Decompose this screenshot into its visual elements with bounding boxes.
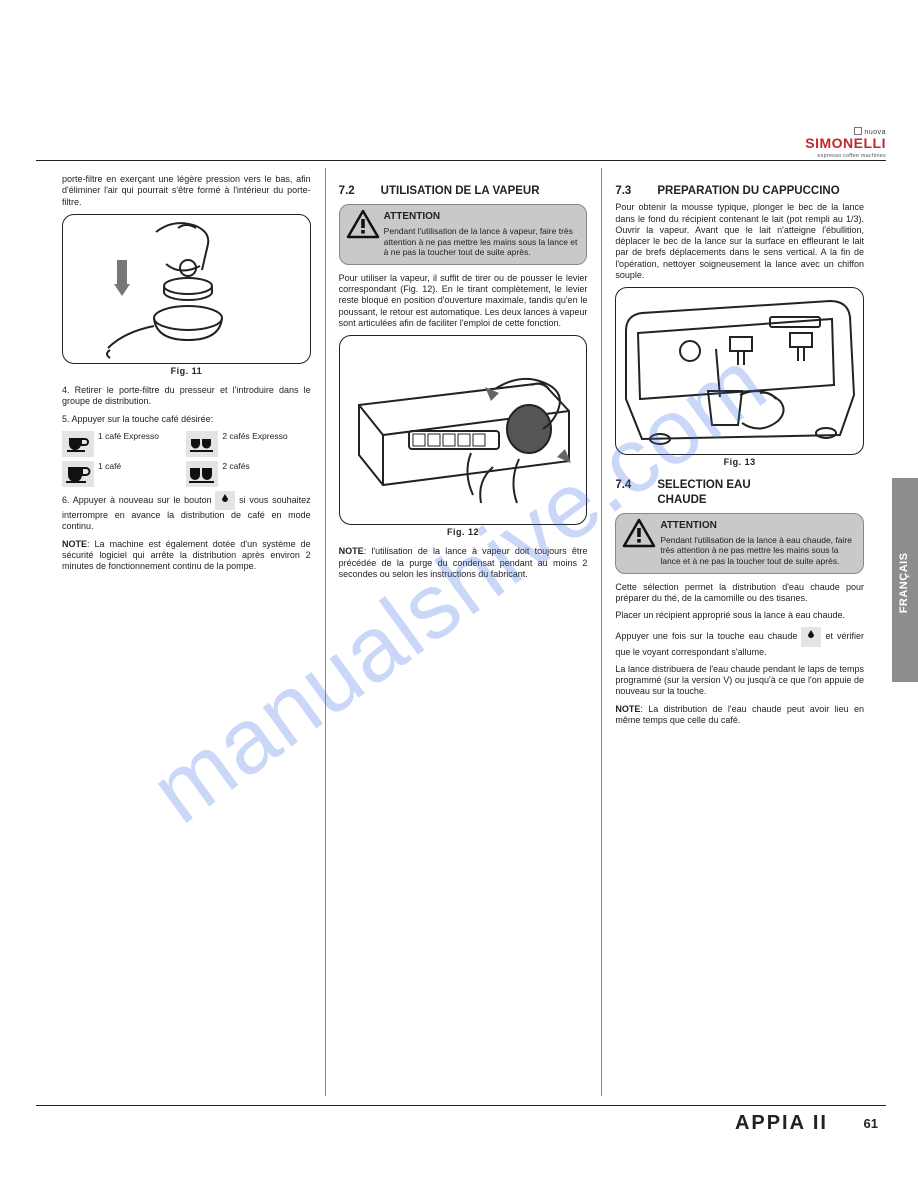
body-text: porte-filtre en exerçant une légère pres… (62, 174, 311, 208)
body-text: Placer un récipient approprié sous la la… (615, 610, 864, 621)
note: NOTE: l'utilisation de la lance à vapeur… (339, 546, 588, 580)
figure-11-image (62, 214, 311, 364)
figure-caption: Fig. 11 (62, 366, 311, 377)
section-heading: 7.4 SELECTION EAUCHAUDE (615, 478, 864, 507)
top-rule (36, 160, 886, 161)
body-text: Pour obtenir la mousse typique, plonger … (615, 202, 864, 281)
warning-text: Pendant l'utilisation de la lance à vape… (384, 226, 579, 258)
brand-logo: nuova SIMONELLI espresso coffee machines (805, 126, 886, 160)
icon-label: 1 café (98, 461, 121, 471)
warning-text: Pendant l'utilisation de la lance à eau … (660, 535, 855, 567)
warning-title: ATTENTION (384, 211, 579, 224)
list-item: 4. Retirer le porte-filtre du presseur e… (62, 385, 311, 408)
figure-caption: Fig. 13 (615, 457, 864, 468)
section-heading: 7.2 UTILISATION DE LA VAPEUR (339, 184, 588, 198)
footer-product-logo: APPIA II (735, 1111, 828, 1136)
hot-water-icon (801, 627, 821, 646)
warning-title: ATTENTION (660, 520, 855, 533)
manual-page: nuova SIMONELLI espresso coffee machines… (0, 0, 918, 1188)
figure-caption: Fig. 12 (339, 527, 588, 538)
body-text: Pour utiliser la vapeur, il suffit de ti… (339, 273, 588, 329)
icon-row: 1 café 2 cafés (62, 461, 311, 487)
icon-label: 1 café Expresso (98, 431, 159, 441)
single-espresso-icon (62, 431, 94, 457)
middle-column: 7.2 UTILISATION DE LA VAPEUR ATTENTION P… (325, 162, 602, 1102)
double-coffee-icon (186, 461, 218, 487)
figure-12-image (339, 335, 588, 525)
body-text: Cette sélection permet la distribution d… (615, 582, 864, 605)
double-espresso-icon (186, 431, 218, 457)
bottom-rule (36, 1105, 886, 1106)
right-column: 7.3 PREPARATION DU CAPPUCCINO Pour obten… (601, 162, 878, 1102)
list-item: 6. Appuyer à nouveau sur le bouton si vo… (62, 491, 311, 533)
hot-water-icon (215, 491, 235, 510)
warning-icon (622, 518, 656, 548)
note: NOTE: La machine est également dotée d'u… (62, 539, 311, 573)
language-tab: FRANÇAIS (892, 478, 918, 682)
icon-row: 1 café Expresso 2 cafés Expresso (62, 431, 311, 457)
section-heading: 7.3 PREPARATION DU CAPPUCCINO (615, 184, 864, 198)
icon-label: 2 cafés Expresso (222, 431, 287, 441)
content-columns: porte-filtre en exerçant une légère pres… (48, 162, 878, 1102)
body-text: La lance distribuera de l'eau chaude pen… (615, 664, 864, 698)
warning-box: ATTENTION Pendant l'utilisation de la la… (339, 204, 588, 264)
icon-label: 2 cafés (222, 461, 249, 471)
list-item: 5. Appuyer sur la touche café désirée: (62, 414, 311, 425)
warning-box: ATTENTION Pendant l'utilisation de la la… (615, 513, 864, 573)
warning-icon (346, 209, 380, 239)
figure-13-image (615, 287, 864, 455)
body-text: Appuyer une fois sur la touche eau chaud… (615, 627, 864, 658)
left-column: porte-filtre en exerçant une légère pres… (48, 162, 325, 1102)
page-number: 61 (864, 1116, 878, 1132)
note: NOTE: La distribution de l'eau chaude pe… (615, 704, 864, 727)
single-coffee-icon (62, 461, 94, 487)
